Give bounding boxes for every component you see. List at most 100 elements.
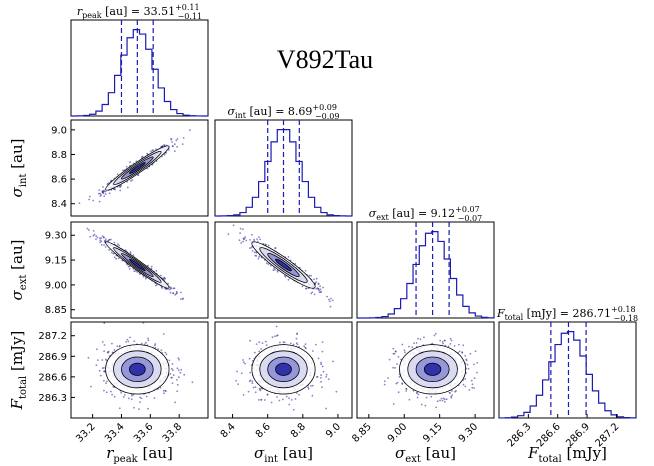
sample-point [307, 387, 310, 390]
axes-frame [70, 119, 209, 217]
title-sigma_int: σint [au] = 8.69+0.09 −0.09 [228, 103, 340, 121]
sample-point [111, 342, 113, 345]
sample-point [332, 360, 334, 363]
sample-point [415, 342, 418, 344]
sample-point [137, 174, 140, 177]
sample-point [163, 154, 166, 156]
sample-point [436, 400, 439, 403]
sample-point [177, 357, 180, 359]
sample-point [249, 247, 251, 250]
sample-point [164, 389, 167, 392]
sample-point [248, 357, 251, 360]
sample-point [288, 403, 291, 406]
y-tick-label-F_total: 287.2 [38, 331, 67, 342]
sample-point [329, 300, 331, 303]
sample-point [439, 339, 442, 342]
sample-point [142, 275, 145, 278]
sample-point [103, 244, 105, 246]
sample-point [443, 398, 446, 401]
sample-point [279, 341, 281, 344]
sample-point [173, 150, 176, 153]
sample-point [150, 265, 153, 268]
sample-point [100, 237, 103, 240]
sample-point [238, 239, 241, 242]
sample-point [103, 389, 105, 392]
sample-point [104, 238, 107, 241]
sample-point [140, 397, 143, 400]
y-axis-label-sigma_ext: σext [au] [8, 240, 29, 301]
contour-level-4 [275, 362, 292, 376]
x-tick-label-sigma_int: 9.0 [324, 421, 343, 440]
x-tick-label-sigma_ext: 9.30 [457, 421, 481, 445]
sample-point [471, 386, 474, 389]
sample-point [254, 351, 256, 354]
sample-point [396, 363, 398, 365]
sample-point [394, 350, 397, 353]
x-axis-label-r_peak: rpeak [au] [106, 444, 173, 465]
sample-point [242, 228, 244, 231]
sample-point [133, 270, 136, 273]
sample-point [254, 386, 257, 388]
x-tick-label-r_peak: 33.4 [103, 421, 127, 445]
sample-point [227, 217, 229, 219]
sample-point [278, 399, 281, 402]
sample-point [315, 343, 317, 346]
sample-point [172, 374, 175, 377]
sample-point [335, 390, 338, 393]
sample-point [242, 394, 245, 396]
axes-frame [498, 321, 637, 419]
sample-point [265, 344, 268, 346]
sample-point [304, 343, 307, 345]
sample-point [476, 371, 478, 374]
sample-point [319, 288, 322, 291]
sample-point [93, 233, 96, 236]
sample-point [506, 380, 508, 382]
sample-point [152, 149, 155, 152]
sample-point [458, 343, 460, 346]
y-tick-label-F_total: 286.6 [38, 372, 67, 383]
sample-point [96, 348, 98, 351]
sample-point [99, 237, 101, 240]
sample-point [442, 397, 445, 400]
sample-point [281, 398, 284, 401]
sample-point [248, 380, 251, 383]
sample-point [256, 238, 258, 241]
sample-point [134, 270, 137, 272]
sample-point [474, 350, 477, 353]
sample-point [125, 166, 128, 168]
sample-point [118, 244, 121, 247]
sample-point [129, 336, 131, 339]
sample-point [178, 358, 180, 361]
sample-point [175, 290, 178, 293]
sample-point [244, 362, 246, 365]
sample-point [321, 386, 323, 389]
sample-point [169, 288, 172, 290]
sample-point [325, 407, 327, 410]
sample-point [330, 297, 332, 300]
contour-level-4 [129, 258, 146, 272]
sample-point [129, 161, 132, 164]
sample-point [322, 286, 324, 289]
sample-point [321, 365, 324, 368]
sample-point [110, 390, 112, 393]
sample-point [305, 287, 308, 290]
sample-point [303, 345, 306, 348]
sample-point [255, 343, 258, 345]
sample-point [465, 358, 468, 361]
panel-hist-F_total: Ftotal [mJy] = 286.71+0.18 −0.18 [496, 305, 638, 419]
sample-point [117, 257, 120, 260]
sample-point [395, 382, 398, 385]
sample-point [227, 233, 230, 236]
sample-point [112, 252, 115, 255]
sample-point [169, 291, 172, 294]
sample-point [239, 227, 242, 230]
sample-point [287, 256, 290, 258]
sample-point [237, 383, 240, 385]
sample-point [393, 352, 396, 355]
sample-point [154, 343, 157, 345]
sample-point [416, 396, 419, 399]
axes-frame [214, 321, 353, 419]
sample-point [245, 239, 248, 242]
sample-point [247, 390, 250, 393]
sample-point [261, 342, 264, 344]
